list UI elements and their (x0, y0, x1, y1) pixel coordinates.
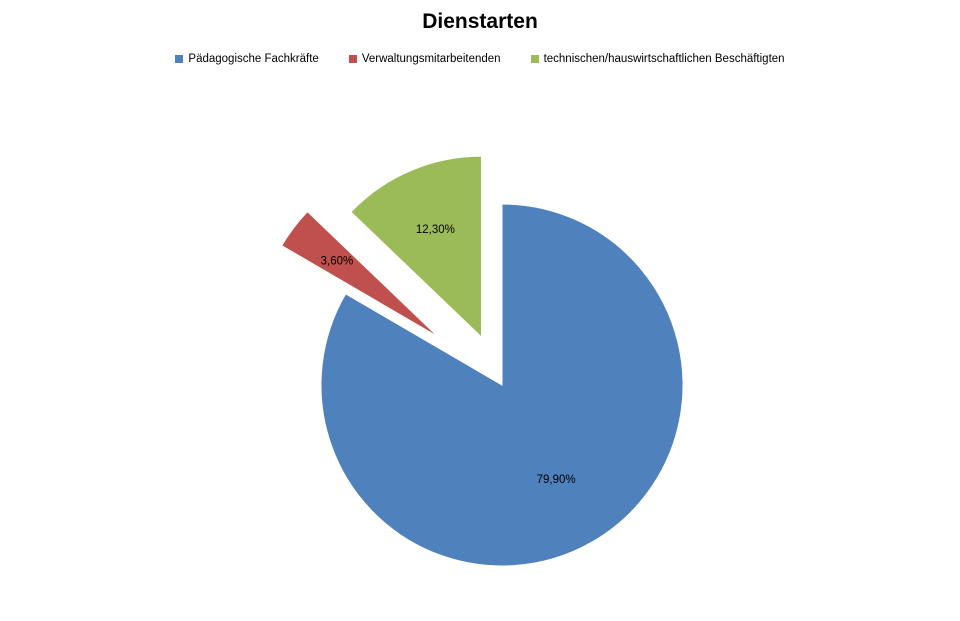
chart-legend: Pädagogische Fachkräfte Verwaltungsmitar… (0, 53, 960, 65)
pie-slice-0 (320, 203, 684, 567)
legend-label: Verwaltungsmitarbeitenden (361, 53, 501, 65)
legend-swatch-green (530, 55, 539, 63)
pie-slice-2 (350, 155, 483, 339)
legend-item-technische-beschaeftigte: technischen/hauswirtschaftlichen Beschäf… (530, 53, 785, 65)
pie-slices (281, 155, 684, 567)
legend-swatch-blue (175, 55, 184, 63)
legend-label: technischen/hauswirtschaftlichen Beschäf… (543, 53, 785, 65)
data-label-2: 12,30% (416, 224, 455, 236)
pie-slice-1 (281, 210, 439, 338)
data-label-1: 3,60% (321, 256, 354, 268)
legend-item-paedagogische-fachkraefte: Pädagogische Fachkräfte (175, 53, 319, 65)
chart-title: Dienstarten (422, 10, 538, 33)
data-label-0: 79,90% (537, 474, 576, 486)
pie-labels: 79,90% 3,60% 12,30% (321, 224, 576, 486)
legend-label: Pädagogische Fachkräfte (188, 53, 319, 65)
legend-swatch-red (348, 55, 357, 63)
legend-item-verwaltungsmitarbeitenden: Verwaltungsmitarbeitenden (348, 53, 501, 65)
